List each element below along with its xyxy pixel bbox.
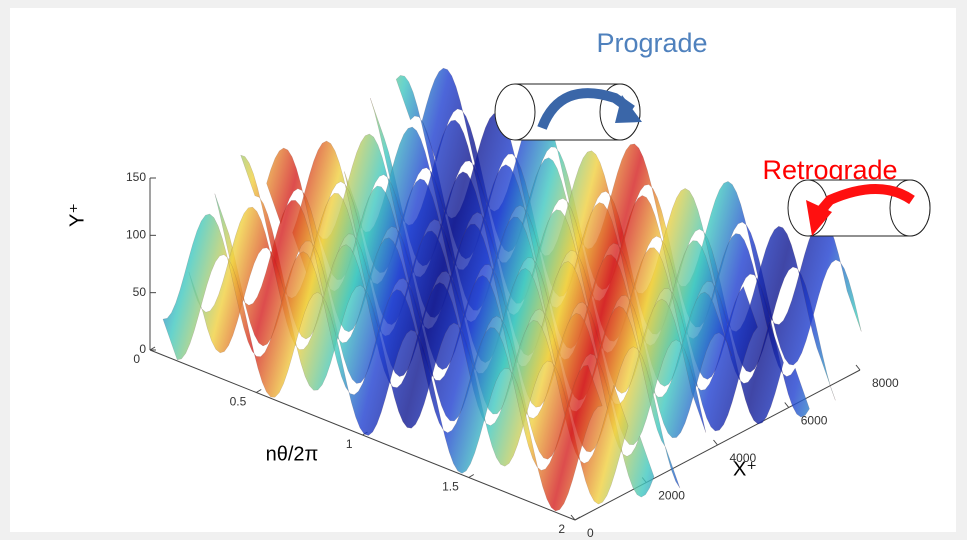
cylinder-end (494, 83, 536, 141)
y-tick-label: 150 (126, 170, 146, 184)
x-tick-label: 4000 (730, 451, 757, 465)
x-tick-label: 0 (587, 526, 594, 540)
y-axis-title: Y⁺ (66, 203, 88, 227)
retrograde-arrow (814, 184, 915, 218)
theta-tick (149, 346, 156, 351)
theta-tick-label: 1.5 (442, 480, 459, 494)
theta-tick (468, 474, 475, 478)
x-tick-label: 8000 (872, 376, 899, 390)
x-tick (570, 514, 576, 521)
theta-axis-title: nθ/2π (266, 443, 319, 465)
x-tick-label: 6000 (801, 414, 828, 428)
surface-sheet (318, 133, 758, 432)
x-tick (784, 402, 790, 408)
surface (162, 67, 862, 512)
x-tick (713, 439, 718, 446)
axes: 0 50 100 150 0 0.5 1 1.5 2 0 2000 4000 6000 8000 (126, 170, 899, 540)
y-tick-label: 100 (126, 228, 146, 242)
theta-tick-label: 1 (346, 437, 353, 451)
theta-tick-label: 0.5 (230, 395, 247, 409)
surface-sheet (188, 206, 629, 505)
x-tick-label: 2000 (658, 489, 685, 503)
x-axis-title: X⁺ (733, 458, 757, 480)
theta-tick-label: 0 (133, 352, 140, 366)
theta-tick (574, 516, 581, 521)
retrograde-cylinder (787, 179, 931, 237)
y-tick-label: 0 (139, 342, 146, 356)
theta-tick (255, 389, 262, 393)
annotation: Prograde (596, 28, 707, 58)
prograde-arrow (537, 88, 635, 130)
prograde-cylinder (494, 83, 642, 141)
x-tick (855, 364, 861, 371)
theta-tick-label: 2 (558, 522, 565, 536)
arrowhead (615, 95, 642, 123)
y-tick-label: 50 (133, 285, 147, 299)
surface-sheet (162, 213, 603, 512)
arrowhead (806, 200, 832, 236)
